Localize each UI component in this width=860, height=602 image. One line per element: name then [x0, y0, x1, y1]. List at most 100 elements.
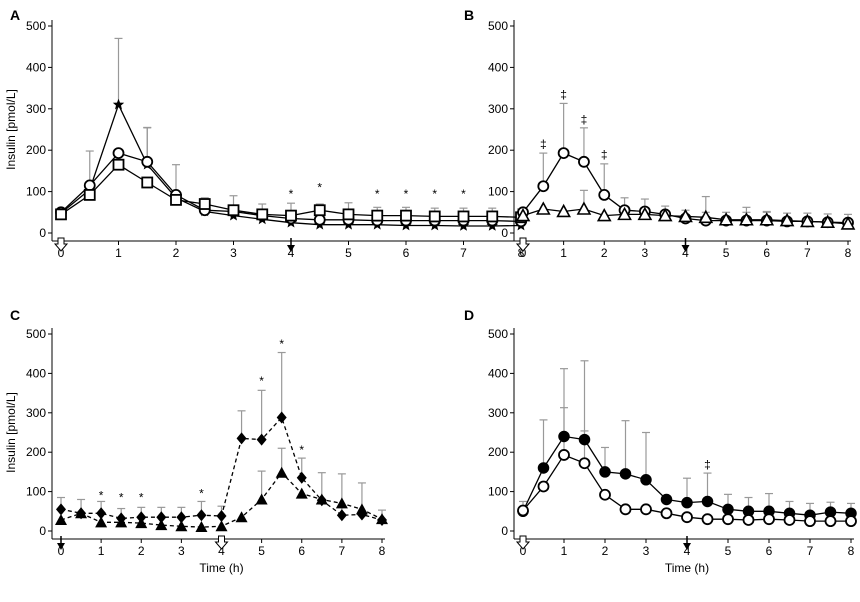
marker-circle-filled — [701, 495, 714, 508]
y-tick-label: 400 — [26, 366, 46, 380]
marker-square — [486, 210, 499, 223]
x-axis-label: Time (h) — [665, 561, 709, 575]
y-tick-label: 300 — [488, 406, 508, 420]
y-tick-label: 500 — [26, 19, 46, 33]
marker-square — [428, 210, 441, 223]
x-tick-label: 2 — [138, 544, 145, 558]
panel-label: D — [464, 307, 474, 323]
marker-triangle-filled — [135, 517, 148, 529]
significance-mark: * — [139, 490, 144, 504]
marker-circle-filled — [722, 503, 734, 516]
y-tick-label: 100 — [488, 485, 508, 499]
x-tick-label: 3 — [643, 544, 650, 558]
marker-square — [141, 176, 154, 189]
significance-mark: * — [289, 187, 294, 201]
y-tick-label: 500 — [488, 19, 508, 33]
x-tick-label: 2 — [173, 246, 180, 260]
marker-circle — [537, 180, 550, 193]
marker-circle — [578, 457, 591, 470]
marker-circle — [701, 513, 714, 526]
y-tick-label: 100 — [26, 185, 46, 199]
y-tick-label: 400 — [488, 366, 508, 380]
marker-diamond — [296, 471, 307, 484]
y-tick-label: 300 — [26, 102, 46, 116]
marker-triangle-filled — [295, 487, 308, 499]
y-tick-label: 500 — [488, 327, 508, 341]
x-tick-label: 7 — [804, 246, 811, 260]
marker-triangle — [739, 212, 754, 226]
x-tick-label: 3 — [230, 246, 237, 260]
marker-triangle — [779, 212, 795, 227]
marker-triangle — [576, 201, 592, 215]
hollow-arrow-icon — [214, 535, 229, 550]
significance-mark: * — [375, 187, 380, 201]
marker-triangle-filled — [235, 511, 248, 523]
marker-triangle-filled — [376, 513, 388, 525]
marker-triangle-filled — [175, 520, 188, 532]
x-tick-label: 4 — [682, 246, 689, 260]
marker-square — [198, 198, 211, 210]
marker-circle-filled — [599, 466, 611, 478]
marker-diamond — [356, 508, 367, 521]
marker-circle — [557, 147, 570, 159]
x-tick-label: 0 — [58, 544, 65, 558]
marker-square — [371, 209, 384, 222]
marker-diamond — [336, 509, 347, 522]
marker-triangle-filled — [95, 516, 108, 528]
marker-diamond — [96, 507, 107, 520]
marker-triangle-filled — [155, 519, 168, 531]
x-axis-label: Time (h) — [199, 561, 243, 575]
x-tick-label: 8 — [848, 544, 855, 558]
marker-triangle — [800, 213, 815, 228]
marker-circle — [83, 179, 96, 192]
hollow-arrow-icon — [53, 237, 69, 252]
x-tick-label: 3 — [178, 544, 185, 558]
marker-circle — [763, 513, 775, 526]
marker-circle — [558, 449, 570, 461]
panel-label: B — [464, 7, 474, 23]
marker-circle — [742, 514, 755, 526]
marker-circle — [313, 213, 326, 226]
marker-circle — [681, 511, 693, 524]
marker-square — [256, 208, 269, 221]
marker-circle — [517, 504, 529, 517]
significance-mark: ‡ — [601, 147, 608, 161]
panel-a: A 0 100 200 300 400 500 0 1 2 3 4 5 6 7 8 Insulin [pmol/… — [4, 7, 527, 260]
significance-mark: * — [299, 443, 304, 457]
x-tick-label: 8 — [845, 246, 852, 260]
panel-label: A — [10, 7, 20, 23]
marker-star — [112, 98, 125, 110]
x-tick-label: 6 — [298, 544, 305, 558]
marker-triangle — [820, 214, 836, 229]
x-tick-label: 4 — [218, 544, 225, 558]
marker-square — [342, 208, 355, 221]
marker-diamond — [236, 432, 247, 445]
marker-circle — [578, 155, 590, 168]
significance-mark: ‡ — [581, 112, 588, 126]
panel-label: C — [10, 307, 20, 323]
marker-circle — [598, 189, 611, 201]
hollow-arrow-icon — [515, 535, 531, 550]
filled-arrow-icon — [681, 245, 690, 252]
marker-circle — [660, 507, 673, 520]
marker-circle — [845, 515, 857, 528]
marker-triangle — [840, 216, 856, 230]
marker-triangle — [678, 208, 693, 223]
marker-triangle-filled — [115, 516, 128, 528]
marker-circle — [599, 488, 611, 501]
x-tick-label: 5 — [725, 544, 732, 558]
marker-diamond — [216, 510, 227, 523]
marker-diamond — [196, 509, 207, 522]
y-tick-label: 300 — [488, 102, 508, 116]
y-tick-label: 200 — [26, 143, 46, 157]
marker-circle-filled — [537, 462, 550, 474]
filled-arrow-icon — [683, 543, 691, 550]
y-tick-label: 100 — [26, 485, 46, 499]
marker-triangle — [556, 203, 571, 218]
x-tick-label: 4 — [684, 544, 691, 558]
significance-mark: * — [432, 187, 437, 201]
y-tick-label: 300 — [26, 406, 46, 420]
x-tick-label: 8 — [518, 246, 525, 260]
marker-circle-filled — [640, 474, 652, 486]
